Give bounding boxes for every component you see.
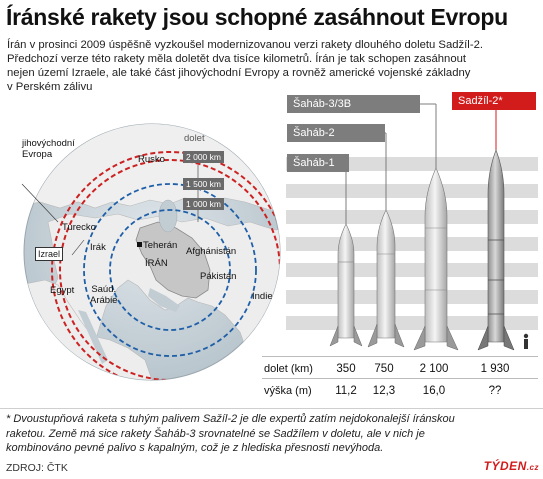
land-north [24,124,280,211]
se-europe-label: jihovýchodní Evropa [22,138,75,160]
footnote-line: * Dvoustupňová raketa s tuhým palivem Sa… [6,413,455,425]
range-value: 750 [374,363,394,375]
intro-line: Předchozí verze této rakety měla doletět… [7,53,467,65]
chart-band [286,157,538,171]
rocket-sejjil [477,149,515,351]
pointer-line [21,183,59,223]
tehran-marker [137,242,142,247]
pakistan-label: Pákistán [200,271,237,282]
intro-line: Írán v prosinci 2009 úspěšně vyzkoušel m… [7,39,483,51]
rocket-shahab3 [413,167,459,351]
footnote-divider [0,408,543,409]
height-value: ?? [488,385,502,397]
range-circle-1000km [109,209,231,331]
tag-shahab1: Šaháb-1 [287,154,349,172]
tehran-label: Teherán [143,240,178,251]
iran-label: ÍRÁN [145,258,168,269]
row-divider [262,356,538,357]
tag-shahab3: Šaháb-3/3B [287,95,420,113]
chart-band [286,184,538,198]
footnote: * Dvoustupňová raketa s tuhým palivem Sa… [6,412,536,456]
india-label: Indie [252,291,273,302]
iraq-label: Irák [90,242,106,253]
range-circle-2000km-inner [59,159,280,380]
russia-label: Rusko [138,154,165,165]
range-circle-2000km [51,151,280,380]
range-circle-1500km [83,183,257,357]
height-row-label: výška (m) [264,385,312,397]
red-sea [78,310,108,364]
afghanistan-label: Afghánistán [186,246,237,257]
turkey-label: Turecko [62,222,96,233]
range-label-2000km: 2 000 km [183,151,224,163]
height-value: 12,3 [372,385,396,397]
brand-logo: TÝDEN.cz [483,459,539,473]
rocket-illustration [329,103,529,351]
range-value: 2 100 [419,363,449,375]
height-value: 16,0 [422,385,446,397]
range-legend-title: dolet [184,133,205,144]
intro-text: Írán v prosinci 2009 úspěšně vyzkoušel m… [7,38,535,94]
persian-gulf [148,288,180,312]
person-scale-icon [523,333,529,349]
range-row-label: dolet (km) [264,363,313,375]
footnote-line: raketou. Země má sice rakety Šaháb-3 sro… [6,427,425,440]
rocket-shahab1 [329,223,363,347]
tag-shahab2: Šaháb-2 [287,124,385,142]
range-value: 350 [336,363,356,375]
egypt-label: Egypt [50,285,75,296]
source-credit: ZDROJ: ČTK [6,462,68,474]
caspian-sea [158,199,178,233]
range-label-1000km: 1 000 km [183,198,224,210]
footnote-line: kombinováno pevné palivo s kapalným, což… [6,442,384,454]
page-title: Íránské rakety jsou schopné zasáhnout Ev… [6,4,508,30]
range-value: 1 930 [480,363,510,375]
rocket-shahab2 [367,209,405,348]
tag-sejjil: Sadžíl-2* [452,92,536,110]
pointer-line [71,239,85,256]
iran-territory [135,221,211,299]
israel-label: Izrael [35,247,64,261]
intro-line: nejen území Izraele, ale také část jihov… [7,67,471,79]
height-value: 11,2 [335,385,357,397]
saudi-label: Saúd. Arábie [90,284,118,306]
intro-line: v Perském zálivu [7,81,93,93]
row-divider [262,378,538,379]
chart-band [286,210,538,224]
range-label-1500km: 1 500 km [183,178,224,190]
